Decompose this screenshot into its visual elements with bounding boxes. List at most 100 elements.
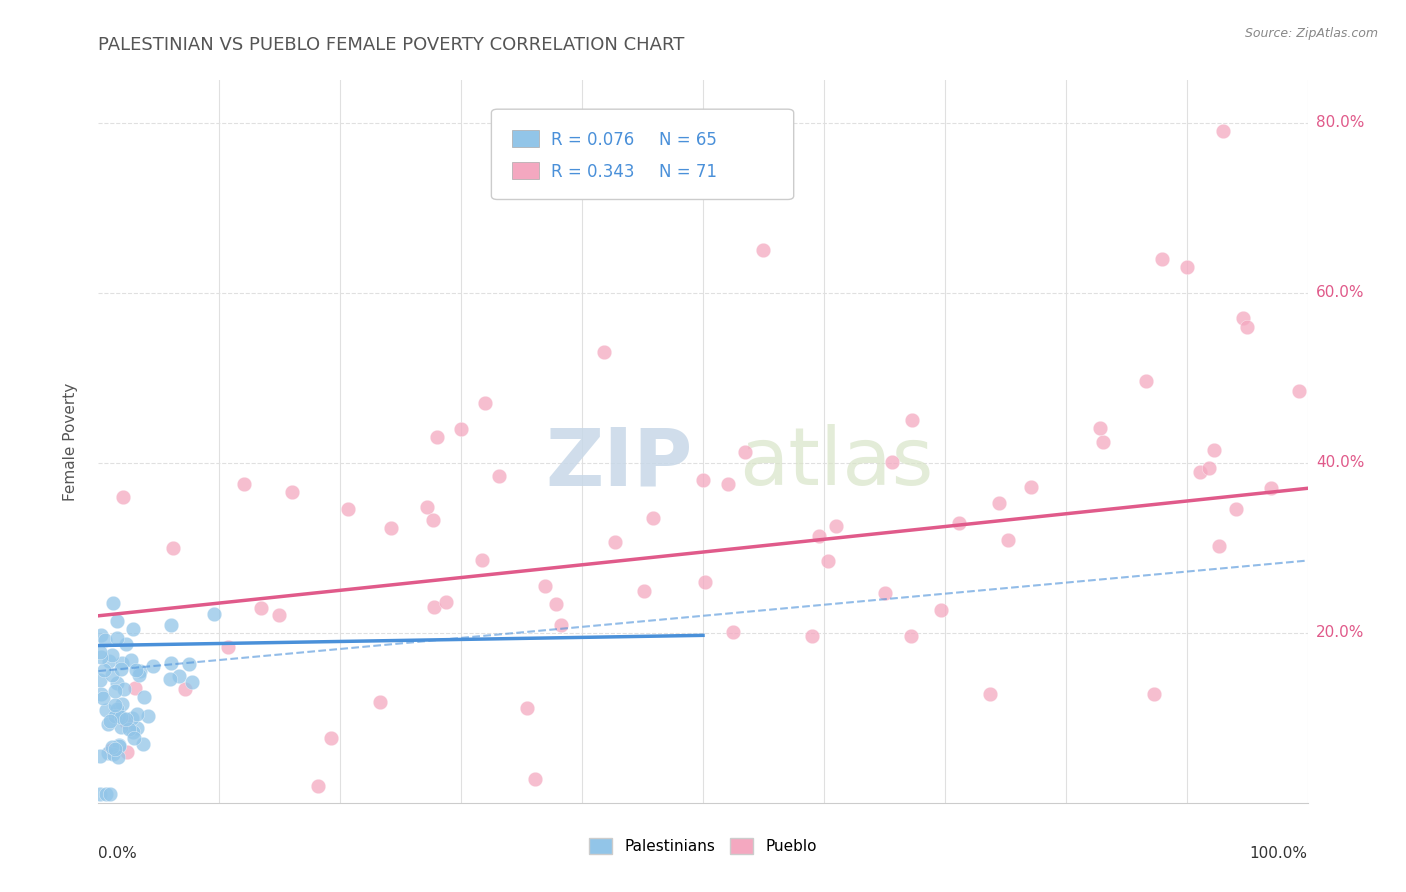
- Point: [108, 738, 131, 752]
- Point: [336, 502, 359, 516]
- Point: [110, 710, 132, 724]
- Point: [1260, 481, 1282, 495]
- Point: [988, 495, 1011, 509]
- Point: [117, 746, 139, 760]
- Point: [752, 244, 775, 258]
- Point: [1225, 502, 1247, 516]
- Point: [1152, 252, 1174, 266]
- Point: [120, 653, 142, 667]
- Point: [169, 669, 191, 683]
- Point: [416, 500, 439, 514]
- Point: [807, 529, 830, 543]
- Point: [110, 663, 132, 677]
- Point: [115, 637, 138, 651]
- Point: [426, 430, 449, 444]
- Point: [127, 721, 149, 735]
- Point: [488, 469, 510, 483]
- Point: [101, 596, 124, 610]
- Y-axis label: Female Poverty: Female Poverty: [63, 383, 77, 500]
- Point: [90, 687, 112, 701]
- Point: [115, 714, 138, 729]
- Point: [368, 695, 391, 709]
- Point: [97, 716, 120, 731]
- Point: [269, 608, 291, 623]
- Point: [450, 422, 472, 436]
- Point: [118, 722, 141, 736]
- Point: [692, 473, 714, 487]
- Point: [97, 746, 120, 760]
- Point: [90, 649, 112, 664]
- Point: [142, 658, 165, 673]
- Point: [1175, 260, 1198, 275]
- Point: [471, 553, 494, 567]
- Point: [1208, 540, 1230, 554]
- Point: [817, 554, 839, 568]
- Point: [103, 742, 125, 756]
- Point: [100, 667, 122, 681]
- Text: 40.0%: 40.0%: [1316, 455, 1364, 470]
- Point: [94, 787, 117, 801]
- Point: [124, 731, 146, 746]
- Point: [307, 779, 329, 793]
- Point: [1232, 310, 1254, 325]
- Point: [111, 698, 134, 712]
- Point: [94, 633, 117, 648]
- Point: [89, 787, 111, 801]
- Point: [997, 533, 1019, 547]
- Point: [125, 706, 148, 721]
- Point: [101, 747, 124, 761]
- Point: [550, 618, 572, 632]
- Point: [422, 599, 444, 614]
- Point: [603, 534, 626, 549]
- Point: [900, 412, 922, 426]
- Point: [1188, 465, 1211, 479]
- Legend: Palestinians, Pueblo: Palestinians, Pueblo: [583, 832, 823, 860]
- Point: [882, 455, 904, 469]
- Point: [633, 583, 655, 598]
- Point: [250, 601, 273, 615]
- Point: [121, 725, 143, 739]
- Point: [202, 607, 225, 622]
- Point: [91, 690, 114, 705]
- Point: [233, 477, 256, 491]
- Text: 60.0%: 60.0%: [1316, 285, 1364, 301]
- Point: [516, 700, 538, 714]
- Point: [121, 711, 143, 725]
- Point: [281, 484, 304, 499]
- Point: [114, 712, 136, 726]
- Point: [108, 709, 131, 723]
- Point: [160, 656, 183, 670]
- Point: [98, 787, 121, 801]
- Point: [104, 698, 127, 712]
- Point: [125, 663, 148, 677]
- Point: [929, 603, 952, 617]
- FancyBboxPatch shape: [492, 109, 793, 200]
- Point: [1198, 461, 1220, 475]
- Point: [111, 490, 134, 504]
- Point: [111, 656, 134, 670]
- Point: [641, 511, 664, 525]
- Point: [695, 575, 717, 590]
- Point: [107, 750, 129, 764]
- Point: [124, 681, 146, 696]
- Text: 80.0%: 80.0%: [1316, 115, 1364, 130]
- Point: [173, 681, 195, 696]
- Point: [1212, 124, 1234, 138]
- Text: R = 0.343: R = 0.343: [551, 163, 634, 181]
- Point: [873, 586, 896, 600]
- Text: N = 71: N = 71: [659, 163, 717, 181]
- Point: [129, 664, 152, 678]
- Point: [110, 720, 132, 734]
- Text: N = 65: N = 65: [659, 131, 717, 149]
- Point: [523, 772, 546, 787]
- Point: [100, 742, 122, 756]
- Point: [104, 683, 127, 698]
- Point: [1236, 319, 1258, 334]
- Point: [321, 731, 343, 746]
- Point: [177, 657, 200, 671]
- FancyBboxPatch shape: [512, 161, 538, 179]
- Point: [1288, 384, 1310, 399]
- Point: [136, 709, 159, 723]
- Point: [96, 703, 118, 717]
- Point: [89, 645, 111, 659]
